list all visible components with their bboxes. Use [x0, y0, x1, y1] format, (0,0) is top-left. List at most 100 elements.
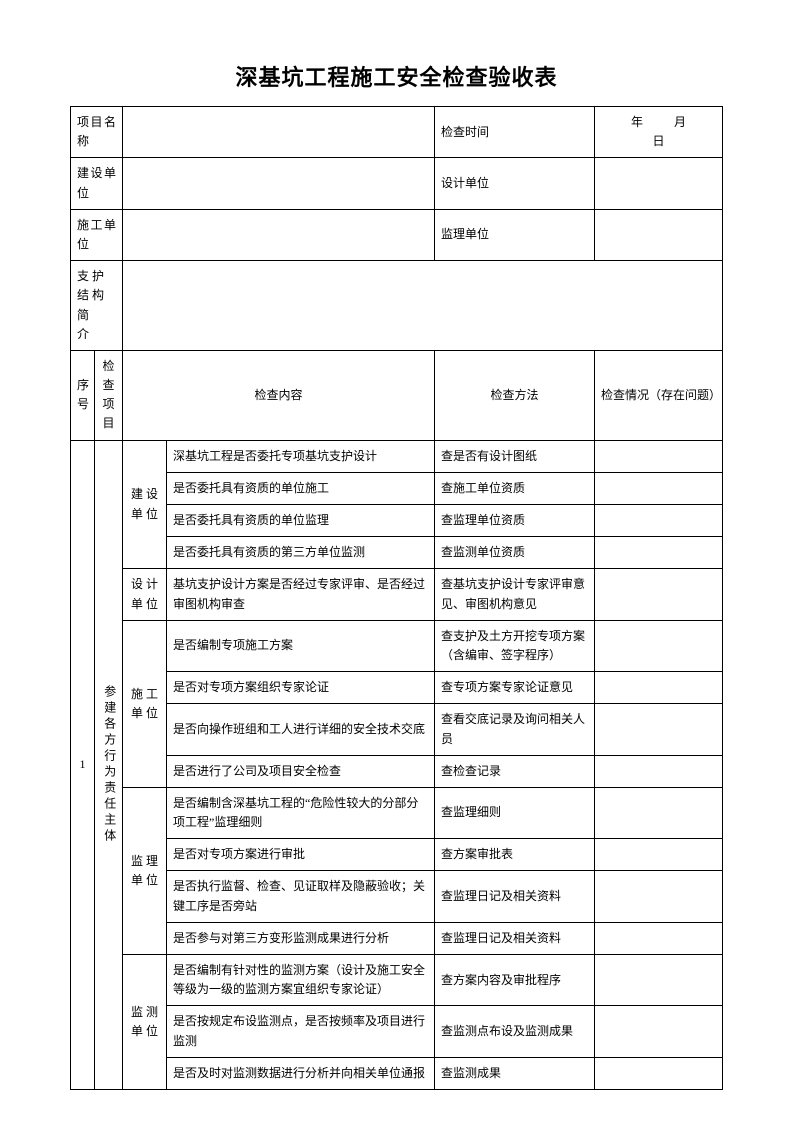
- method-cell: 查基坑支护设计专家评审意见、审图机构意见: [435, 569, 595, 620]
- label-contractor: 施工单位: [71, 209, 123, 260]
- problem-cell[interactable]: [595, 871, 723, 922]
- field-inspect-date[interactable]: 年 月 日: [595, 107, 723, 158]
- table-row: 是否委托具有资质的单位监理 查监理单位资质: [71, 505, 723, 537]
- problem-cell[interactable]: [595, 672, 723, 704]
- table-row: 设 计单 位 基坑支护设计方案是否经过专家评审、是否经过审图机构审查 查基坑支护…: [71, 569, 723, 620]
- problem-cell[interactable]: [595, 1057, 723, 1089]
- problem-cell[interactable]: [595, 1006, 723, 1057]
- content-cell: 是否编制有针对性的监测方案（设计及施工安全等级为一级的监测方案宜组织专家论证）: [167, 955, 435, 1006]
- unit-cell: 监 理单 位: [123, 787, 167, 954]
- field-contractor[interactable]: [123, 209, 435, 260]
- content-cell: 是否执行监督、检查、见证取样及隐蔽验收；关键工序是否旁站: [167, 871, 435, 922]
- content-cell: 是否委托具有资质的第三方单位监测: [167, 537, 435, 569]
- problem-cell[interactable]: [595, 755, 723, 787]
- label-support-structure-l1: 支 护 结 构: [77, 267, 116, 305]
- content-cell: 基坑支护设计方案是否经过专家评审、是否经过审图机构审查: [167, 569, 435, 620]
- content-cell: 是否及时对监测数据进行分析并向相关单位通报: [167, 1057, 435, 1089]
- page-title: 深基坑工程施工安全检查验收表: [70, 60, 723, 92]
- col-problem: 检查情况（存在问题）: [595, 350, 723, 440]
- unit-cell: 监 测单 位: [123, 955, 167, 1090]
- method-cell: 查检查记录: [435, 755, 595, 787]
- label-supervision-unit: 监理单位: [435, 209, 595, 260]
- content-cell: 是否对专项方案组织专家论证: [167, 672, 435, 704]
- content-cell: 是否编制含深基坑工程的“危险性较大的分部分项工程”监理细则: [167, 787, 435, 838]
- method-cell: 查监测点布设及监测成果: [435, 1006, 595, 1057]
- content-cell: 深基坑工程是否委托专项基坑支护设计: [167, 440, 435, 472]
- table-row: 是否委托具有资质的第三方单位监测 查监测单位资质: [71, 537, 723, 569]
- method-cell: 查方案审批表: [435, 839, 595, 871]
- method-cell: 查方案内容及审批程序: [435, 955, 595, 1006]
- method-cell: 查监理单位资质: [435, 505, 595, 537]
- table-row: 监 测单 位 是否编制有针对性的监测方案（设计及施工安全等级为一级的监测方案宜组…: [71, 955, 723, 1006]
- date-day-label: 日: [652, 132, 664, 151]
- col-method: 检查方法: [435, 350, 595, 440]
- header-row-1: 项目名称 检查时间 年 月 日: [71, 107, 723, 158]
- problem-cell[interactable]: [595, 704, 723, 755]
- seq-cell: 1: [71, 440, 95, 1089]
- content-cell: 是否委托具有资质的单位监理: [167, 505, 435, 537]
- date-year-label: 年: [631, 113, 643, 132]
- field-design-unit[interactable]: [595, 158, 723, 209]
- col-seq: 序号: [71, 350, 95, 440]
- problem-cell[interactable]: [595, 620, 723, 671]
- content-cell: 是否按规定布设监测点，是否按频率及项目进行监测: [167, 1006, 435, 1057]
- content-cell: 是否参与对第三方变形监测成果进行分析: [167, 922, 435, 954]
- problem-cell[interactable]: [595, 537, 723, 569]
- header-row-3: 施工单位 监理单位: [71, 209, 723, 260]
- label-inspect-time: 检查时间: [435, 107, 595, 158]
- field-supervision-unit[interactable]: [595, 209, 723, 260]
- col-item: 检 查项目: [95, 350, 123, 440]
- unit-cell: 设 计单 位: [123, 569, 167, 620]
- content-cell: 是否向操作班组和工人进行详细的安全技术交底: [167, 704, 435, 755]
- field-support-structure[interactable]: [123, 261, 723, 351]
- unit-cell: 施 工单 位: [123, 620, 167, 787]
- method-cell: 查专项方案专家论证意见: [435, 672, 595, 704]
- date-month-label: 月: [674, 113, 686, 132]
- content-cell: 是否对专项方案进行审批: [167, 839, 435, 871]
- unit-cell: 建 设单 位: [123, 440, 167, 569]
- method-cell: 查施工单位资质: [435, 472, 595, 504]
- field-project-name[interactable]: [123, 107, 435, 158]
- table-row: 是否向操作班组和工人进行详细的安全技术交底 查看交底记录及询问相关人员: [71, 704, 723, 755]
- table-row: 1 参建各方行为责任主体 建 设单 位 深基坑工程是否委托专项基坑支护设计 查是…: [71, 440, 723, 472]
- table-row: 是否进行了公司及项目安全检查 查检查记录: [71, 755, 723, 787]
- label-support-structure-l2: 简 介: [77, 306, 116, 344]
- method-cell: 查监测单位资质: [435, 537, 595, 569]
- header-row-2: 建设单位 设计单位: [71, 158, 723, 209]
- table-row: 是否参与对第三方变形监测成果进行分析 查监理日记及相关资料: [71, 922, 723, 954]
- problem-cell[interactable]: [595, 955, 723, 1006]
- inspection-form-table: 项目名称 检查时间 年 月 日 建设单位 设计单位 施工单位 监理单位 支 护 …: [70, 106, 723, 1090]
- content-cell: 是否进行了公司及项目安全检查: [167, 755, 435, 787]
- content-cell: 是否编制专项施工方案: [167, 620, 435, 671]
- problem-cell[interactable]: [595, 922, 723, 954]
- table-row: 监 理单 位 是否编制含深基坑工程的“危险性较大的分部分项工程”监理细则 查监理…: [71, 787, 723, 838]
- method-cell: 查监理日记及相关资料: [435, 871, 595, 922]
- label-project-name: 项目名称: [71, 107, 123, 158]
- table-row: 是否对专项方案组织专家论证 查专项方案专家论证意见: [71, 672, 723, 704]
- method-cell: 查看交底记录及询问相关人员: [435, 704, 595, 755]
- method-cell: 查支护及土方开挖专项方案（含编审、签字程序）: [435, 620, 595, 671]
- method-cell: 查是否有设计图纸: [435, 440, 595, 472]
- header-row-4: 支 护 结 构 简 介: [71, 261, 723, 351]
- table-row: 是否对专项方案进行审批 查方案审批表: [71, 839, 723, 871]
- table-row: 施 工单 位 是否编制专项施工方案 查支护及土方开挖专项方案（含编审、签字程序）: [71, 620, 723, 671]
- problem-cell[interactable]: [595, 440, 723, 472]
- table-row: 是否委托具有资质的单位施工 查施工单位资质: [71, 472, 723, 504]
- method-cell: 查监测成果: [435, 1057, 595, 1089]
- field-construction-owner[interactable]: [123, 158, 435, 209]
- column-header-row: 序号 检 查项目 检查内容 检查方法 检查情况（存在问题）: [71, 350, 723, 440]
- col-content: 检查内容: [123, 350, 435, 440]
- label-design-unit: 设计单位: [435, 158, 595, 209]
- problem-cell[interactable]: [595, 472, 723, 504]
- table-row: 是否及时对监测数据进行分析并向相关单位通报 查监测成果: [71, 1057, 723, 1089]
- label-support-structure: 支 护 结 构 简 介: [71, 261, 123, 351]
- method-cell: 查监理细则: [435, 787, 595, 838]
- table-row: 是否执行监督、检查、见证取样及隐蔽验收；关键工序是否旁站 查监理日记及相关资料: [71, 871, 723, 922]
- method-cell: 查监理日记及相关资料: [435, 922, 595, 954]
- problem-cell[interactable]: [595, 569, 723, 620]
- problem-cell[interactable]: [595, 839, 723, 871]
- label-construction-owner: 建设单位: [71, 158, 123, 209]
- problem-cell[interactable]: [595, 505, 723, 537]
- problem-cell[interactable]: [595, 787, 723, 838]
- item-title-text: 参建各方行为责任主体: [101, 685, 118, 845]
